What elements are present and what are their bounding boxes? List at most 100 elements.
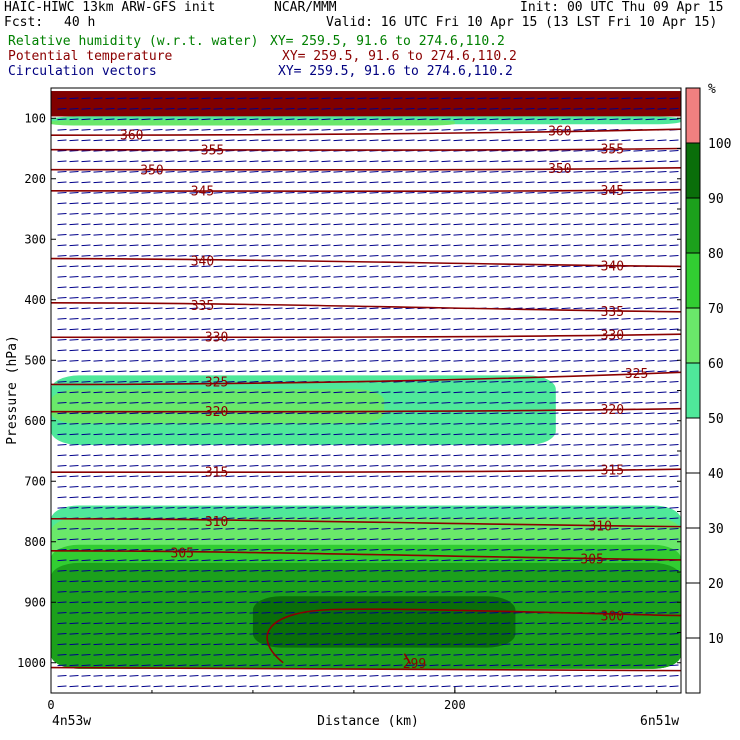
- wind-vector: [609, 108, 619, 110]
- wind-vector: [165, 286, 175, 289]
- wind-vector: [549, 108, 559, 110]
- wind-vector: [225, 675, 235, 677]
- wind-vector: [177, 118, 187, 121]
- wind-vector: [213, 171, 223, 173]
- wind-vector: [357, 454, 367, 457]
- wind-vector: [249, 244, 259, 247]
- wind-vector: [633, 234, 643, 236]
- wind-vector: [345, 234, 355, 236]
- wind-vector: [153, 433, 163, 436]
- wind-vector: [633, 507, 643, 509]
- wind-vector: [609, 171, 619, 173]
- wind-vector: [393, 475, 403, 478]
- wind-vector: [429, 223, 439, 226]
- wind-vector: [669, 538, 679, 541]
- wind-vector: [417, 601, 427, 604]
- wind-vector: [597, 349, 607, 352]
- wind-vector: [609, 339, 619, 341]
- wind-vector: [321, 517, 331, 520]
- wind-vector: [525, 265, 535, 268]
- wind-vector: [117, 664, 127, 667]
- wind-vector: [561, 465, 571, 467]
- wind-vector: [489, 549, 499, 551]
- wind-vector: [657, 108, 667, 110]
- wind-vector: [369, 423, 379, 425]
- wind-vector: [333, 181, 343, 184]
- wind-vector: [333, 202, 343, 205]
- wind-vector: [333, 559, 343, 562]
- wind-vector: [513, 549, 523, 551]
- wind-vector: [165, 391, 175, 394]
- wind-vector: [393, 423, 403, 425]
- wind-vector: [489, 591, 499, 593]
- wind-vector: [141, 255, 151, 257]
- wind-vector: [273, 486, 283, 488]
- wind-vector: [225, 108, 235, 110]
- wind-vector: [189, 622, 199, 625]
- wind-vector: [297, 307, 307, 310]
- wind-vector: [429, 381, 439, 383]
- wind-vector: [417, 339, 427, 341]
- wind-vector: [657, 118, 667, 121]
- wind-vector: [297, 339, 307, 341]
- wind-vector: [585, 601, 595, 604]
- wind-vector: [141, 349, 151, 352]
- wind-vector: [273, 328, 283, 331]
- wind-vector: [321, 591, 331, 593]
- wind-vector: [285, 171, 295, 173]
- wind-vector: [261, 454, 271, 457]
- wind-vector: [165, 118, 175, 121]
- wind-vector: [297, 570, 307, 572]
- wind-vector: [141, 591, 151, 593]
- wind-vector: [273, 423, 283, 425]
- wind-vector: [513, 685, 523, 688]
- wind-vector: [105, 192, 115, 194]
- wind-vector: [561, 664, 571, 667]
- wind-vector: [141, 391, 151, 394]
- wind-vector: [477, 475, 487, 478]
- wind-vector: [429, 654, 439, 656]
- wind-vector: [393, 360, 403, 362]
- wind-vector: [93, 349, 103, 352]
- wind-vector: [393, 675, 403, 677]
- wind-vector: [153, 234, 163, 236]
- wind-vector: [69, 528, 79, 530]
- wind-vector: [573, 349, 583, 352]
- wind-vector: [57, 108, 67, 110]
- wind-vector: [405, 339, 415, 341]
- wind-vector: [537, 391, 547, 394]
- wind-vector: [129, 360, 139, 362]
- wind-vector: [117, 129, 127, 131]
- wind-vector: [225, 192, 235, 194]
- wind-vector: [153, 108, 163, 110]
- wind-vector: [609, 465, 619, 467]
- wind-vector: [657, 454, 667, 457]
- wind-vector: [609, 370, 619, 373]
- wind-vector: [465, 507, 475, 509]
- wind-vector: [621, 685, 631, 688]
- wind-vector: [57, 223, 67, 226]
- wind-vector: [441, 202, 451, 205]
- wind-vector: [189, 213, 199, 215]
- wind-vector: [357, 234, 367, 236]
- wind-vector: [321, 171, 331, 173]
- wind-vector: [81, 160, 91, 163]
- wind-vector: [93, 318, 103, 320]
- wind-vector: [561, 391, 571, 394]
- wind-vector: [165, 171, 175, 173]
- wind-vector: [369, 234, 379, 236]
- wind-vector: [261, 549, 271, 551]
- wind-vector: [537, 97, 547, 100]
- wind-vector: [669, 118, 679, 121]
- wind-vector: [405, 234, 415, 236]
- wind-vector: [201, 643, 211, 646]
- wind-vector: [117, 654, 127, 656]
- wind-vector: [429, 538, 439, 541]
- wind-vector: [657, 307, 667, 310]
- wind-vector: [345, 129, 355, 131]
- wind-vector: [237, 276, 247, 278]
- wind-vector: [501, 129, 511, 131]
- wind-vector: [237, 643, 247, 646]
- wind-vector: [237, 496, 247, 499]
